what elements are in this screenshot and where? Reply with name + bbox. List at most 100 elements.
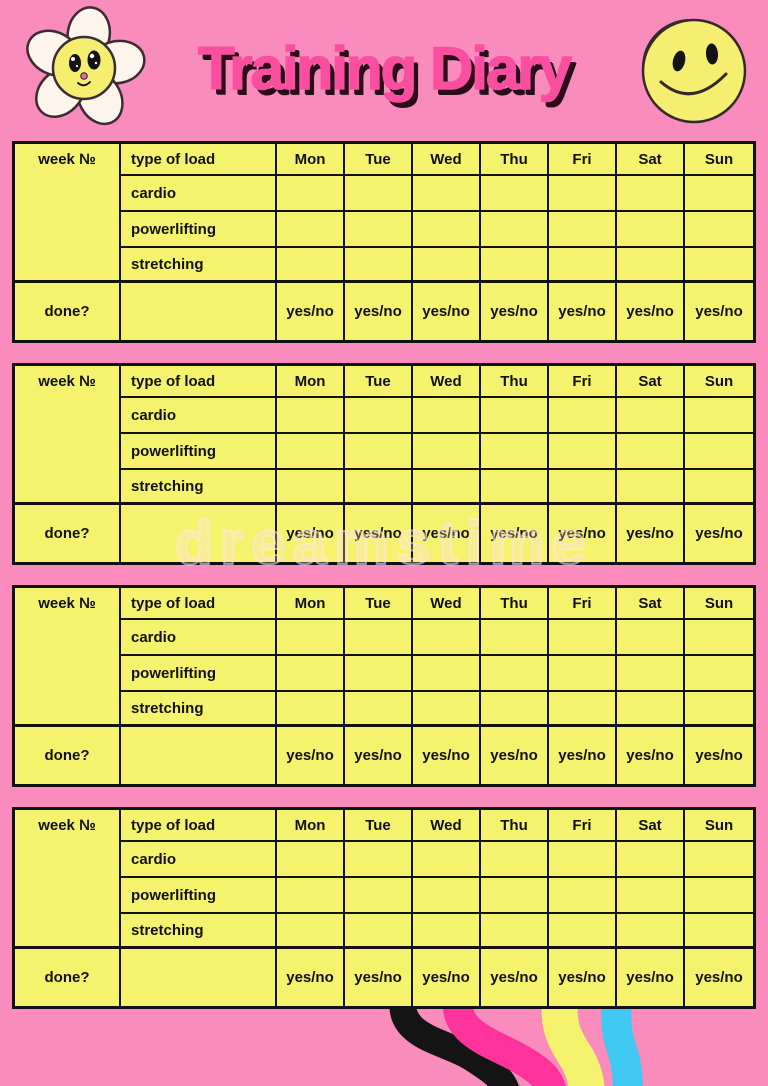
yes-no-cell[interactable]: yes/no — [345, 727, 413, 784]
week-number-cell[interactable]: week № — [15, 144, 121, 283]
week-number-cell[interactable]: week № — [15, 588, 121, 727]
entry-cell[interactable] — [481, 692, 549, 727]
entry-cell[interactable] — [277, 842, 345, 878]
entry-cell[interactable] — [413, 176, 481, 212]
yes-no-cell[interactable]: yes/no — [277, 949, 345, 1006]
entry-cell[interactable] — [413, 470, 481, 505]
entry-cell[interactable] — [277, 878, 345, 914]
entry-cell[interactable] — [277, 176, 345, 212]
entry-cell[interactable] — [481, 878, 549, 914]
entry-cell[interactable] — [685, 692, 753, 727]
entry-cell[interactable] — [345, 842, 413, 878]
entry-cell[interactable] — [549, 398, 617, 434]
entry-cell[interactable] — [277, 620, 345, 656]
entry-cell[interactable] — [685, 212, 753, 248]
yes-no-cell[interactable]: yes/no — [685, 949, 753, 1006]
entry-cell[interactable] — [277, 248, 345, 283]
entry-cell[interactable] — [481, 176, 549, 212]
entry-cell[interactable] — [413, 914, 481, 949]
entry-cell[interactable] — [617, 398, 685, 434]
entry-cell[interactable] — [617, 434, 685, 470]
entry-cell[interactable] — [685, 248, 753, 283]
entry-cell[interactable] — [481, 434, 549, 470]
yes-no-cell[interactable]: yes/no — [413, 505, 481, 562]
entry-cell[interactable] — [277, 470, 345, 505]
entry-cell[interactable] — [549, 842, 617, 878]
yes-no-cell[interactable]: yes/no — [617, 283, 685, 340]
entry-cell[interactable] — [413, 656, 481, 692]
yes-no-cell[interactable]: yes/no — [277, 505, 345, 562]
yes-no-cell[interactable]: yes/no — [413, 727, 481, 784]
yes-no-cell[interactable]: yes/no — [277, 727, 345, 784]
entry-cell[interactable] — [685, 398, 753, 434]
yes-no-cell[interactable]: yes/no — [277, 283, 345, 340]
entry-cell[interactable] — [277, 656, 345, 692]
yes-no-cell[interactable]: yes/no — [345, 505, 413, 562]
entry-cell[interactable] — [617, 176, 685, 212]
week-number-cell[interactable]: week № — [15, 810, 121, 949]
entry-cell[interactable] — [617, 620, 685, 656]
entry-cell[interactable] — [345, 692, 413, 727]
entry-cell[interactable] — [277, 398, 345, 434]
yes-no-cell[interactable]: yes/no — [549, 283, 617, 340]
yes-no-cell[interactable]: yes/no — [345, 949, 413, 1006]
entry-cell[interactable] — [481, 914, 549, 949]
yes-no-cell[interactable]: yes/no — [481, 949, 549, 1006]
entry-cell[interactable] — [617, 692, 685, 727]
entry-cell[interactable] — [481, 398, 549, 434]
entry-cell[interactable] — [481, 470, 549, 505]
yes-no-cell[interactable]: yes/no — [413, 283, 481, 340]
entry-cell[interactable] — [345, 176, 413, 212]
entry-cell[interactable] — [413, 692, 481, 727]
entry-cell[interactable] — [481, 656, 549, 692]
yes-no-cell[interactable]: yes/no — [481, 727, 549, 784]
entry-cell[interactable] — [413, 620, 481, 656]
entry-cell[interactable] — [345, 620, 413, 656]
entry-cell[interactable] — [481, 248, 549, 283]
yes-no-cell[interactable]: yes/no — [345, 283, 413, 340]
week-number-cell[interactable]: week № — [15, 366, 121, 505]
entry-cell[interactable] — [345, 212, 413, 248]
entry-cell[interactable] — [549, 176, 617, 212]
entry-cell[interactable] — [685, 878, 753, 914]
entry-cell[interactable] — [345, 914, 413, 949]
entry-cell[interactable] — [413, 878, 481, 914]
yes-no-cell[interactable]: yes/no — [549, 727, 617, 784]
yes-no-cell[interactable]: yes/no — [617, 505, 685, 562]
yes-no-cell[interactable]: yes/no — [617, 727, 685, 784]
entry-cell[interactable] — [277, 434, 345, 470]
entry-cell[interactable] — [549, 878, 617, 914]
entry-cell[interactable] — [549, 692, 617, 727]
entry-cell[interactable] — [549, 656, 617, 692]
entry-cell[interactable] — [617, 248, 685, 283]
yes-no-cell[interactable]: yes/no — [685, 505, 753, 562]
yes-no-cell[interactable]: yes/no — [481, 505, 549, 562]
entry-cell[interactable] — [685, 470, 753, 505]
entry-cell[interactable] — [413, 842, 481, 878]
yes-no-cell[interactable]: yes/no — [685, 283, 753, 340]
entry-cell[interactable] — [549, 914, 617, 949]
entry-cell[interactable] — [481, 842, 549, 878]
yes-no-cell[interactable]: yes/no — [413, 949, 481, 1006]
entry-cell[interactable] — [413, 434, 481, 470]
yes-no-cell[interactable]: yes/no — [549, 505, 617, 562]
entry-cell[interactable] — [345, 878, 413, 914]
entry-cell[interactable] — [685, 914, 753, 949]
entry-cell[interactable] — [345, 656, 413, 692]
entry-cell[interactable] — [617, 656, 685, 692]
entry-cell[interactable] — [549, 470, 617, 505]
yes-no-cell[interactable]: yes/no — [549, 949, 617, 1006]
entry-cell[interactable] — [277, 212, 345, 248]
entry-cell[interactable] — [685, 620, 753, 656]
entry-cell[interactable] — [413, 212, 481, 248]
entry-cell[interactable] — [617, 212, 685, 248]
entry-cell[interactable] — [549, 434, 617, 470]
entry-cell[interactable] — [413, 248, 481, 283]
entry-cell[interactable] — [549, 212, 617, 248]
yes-no-cell[interactable]: yes/no — [617, 949, 685, 1006]
entry-cell[interactable] — [617, 914, 685, 949]
entry-cell[interactable] — [685, 176, 753, 212]
entry-cell[interactable] — [345, 398, 413, 434]
yes-no-cell[interactable]: yes/no — [685, 727, 753, 784]
entry-cell[interactable] — [617, 470, 685, 505]
